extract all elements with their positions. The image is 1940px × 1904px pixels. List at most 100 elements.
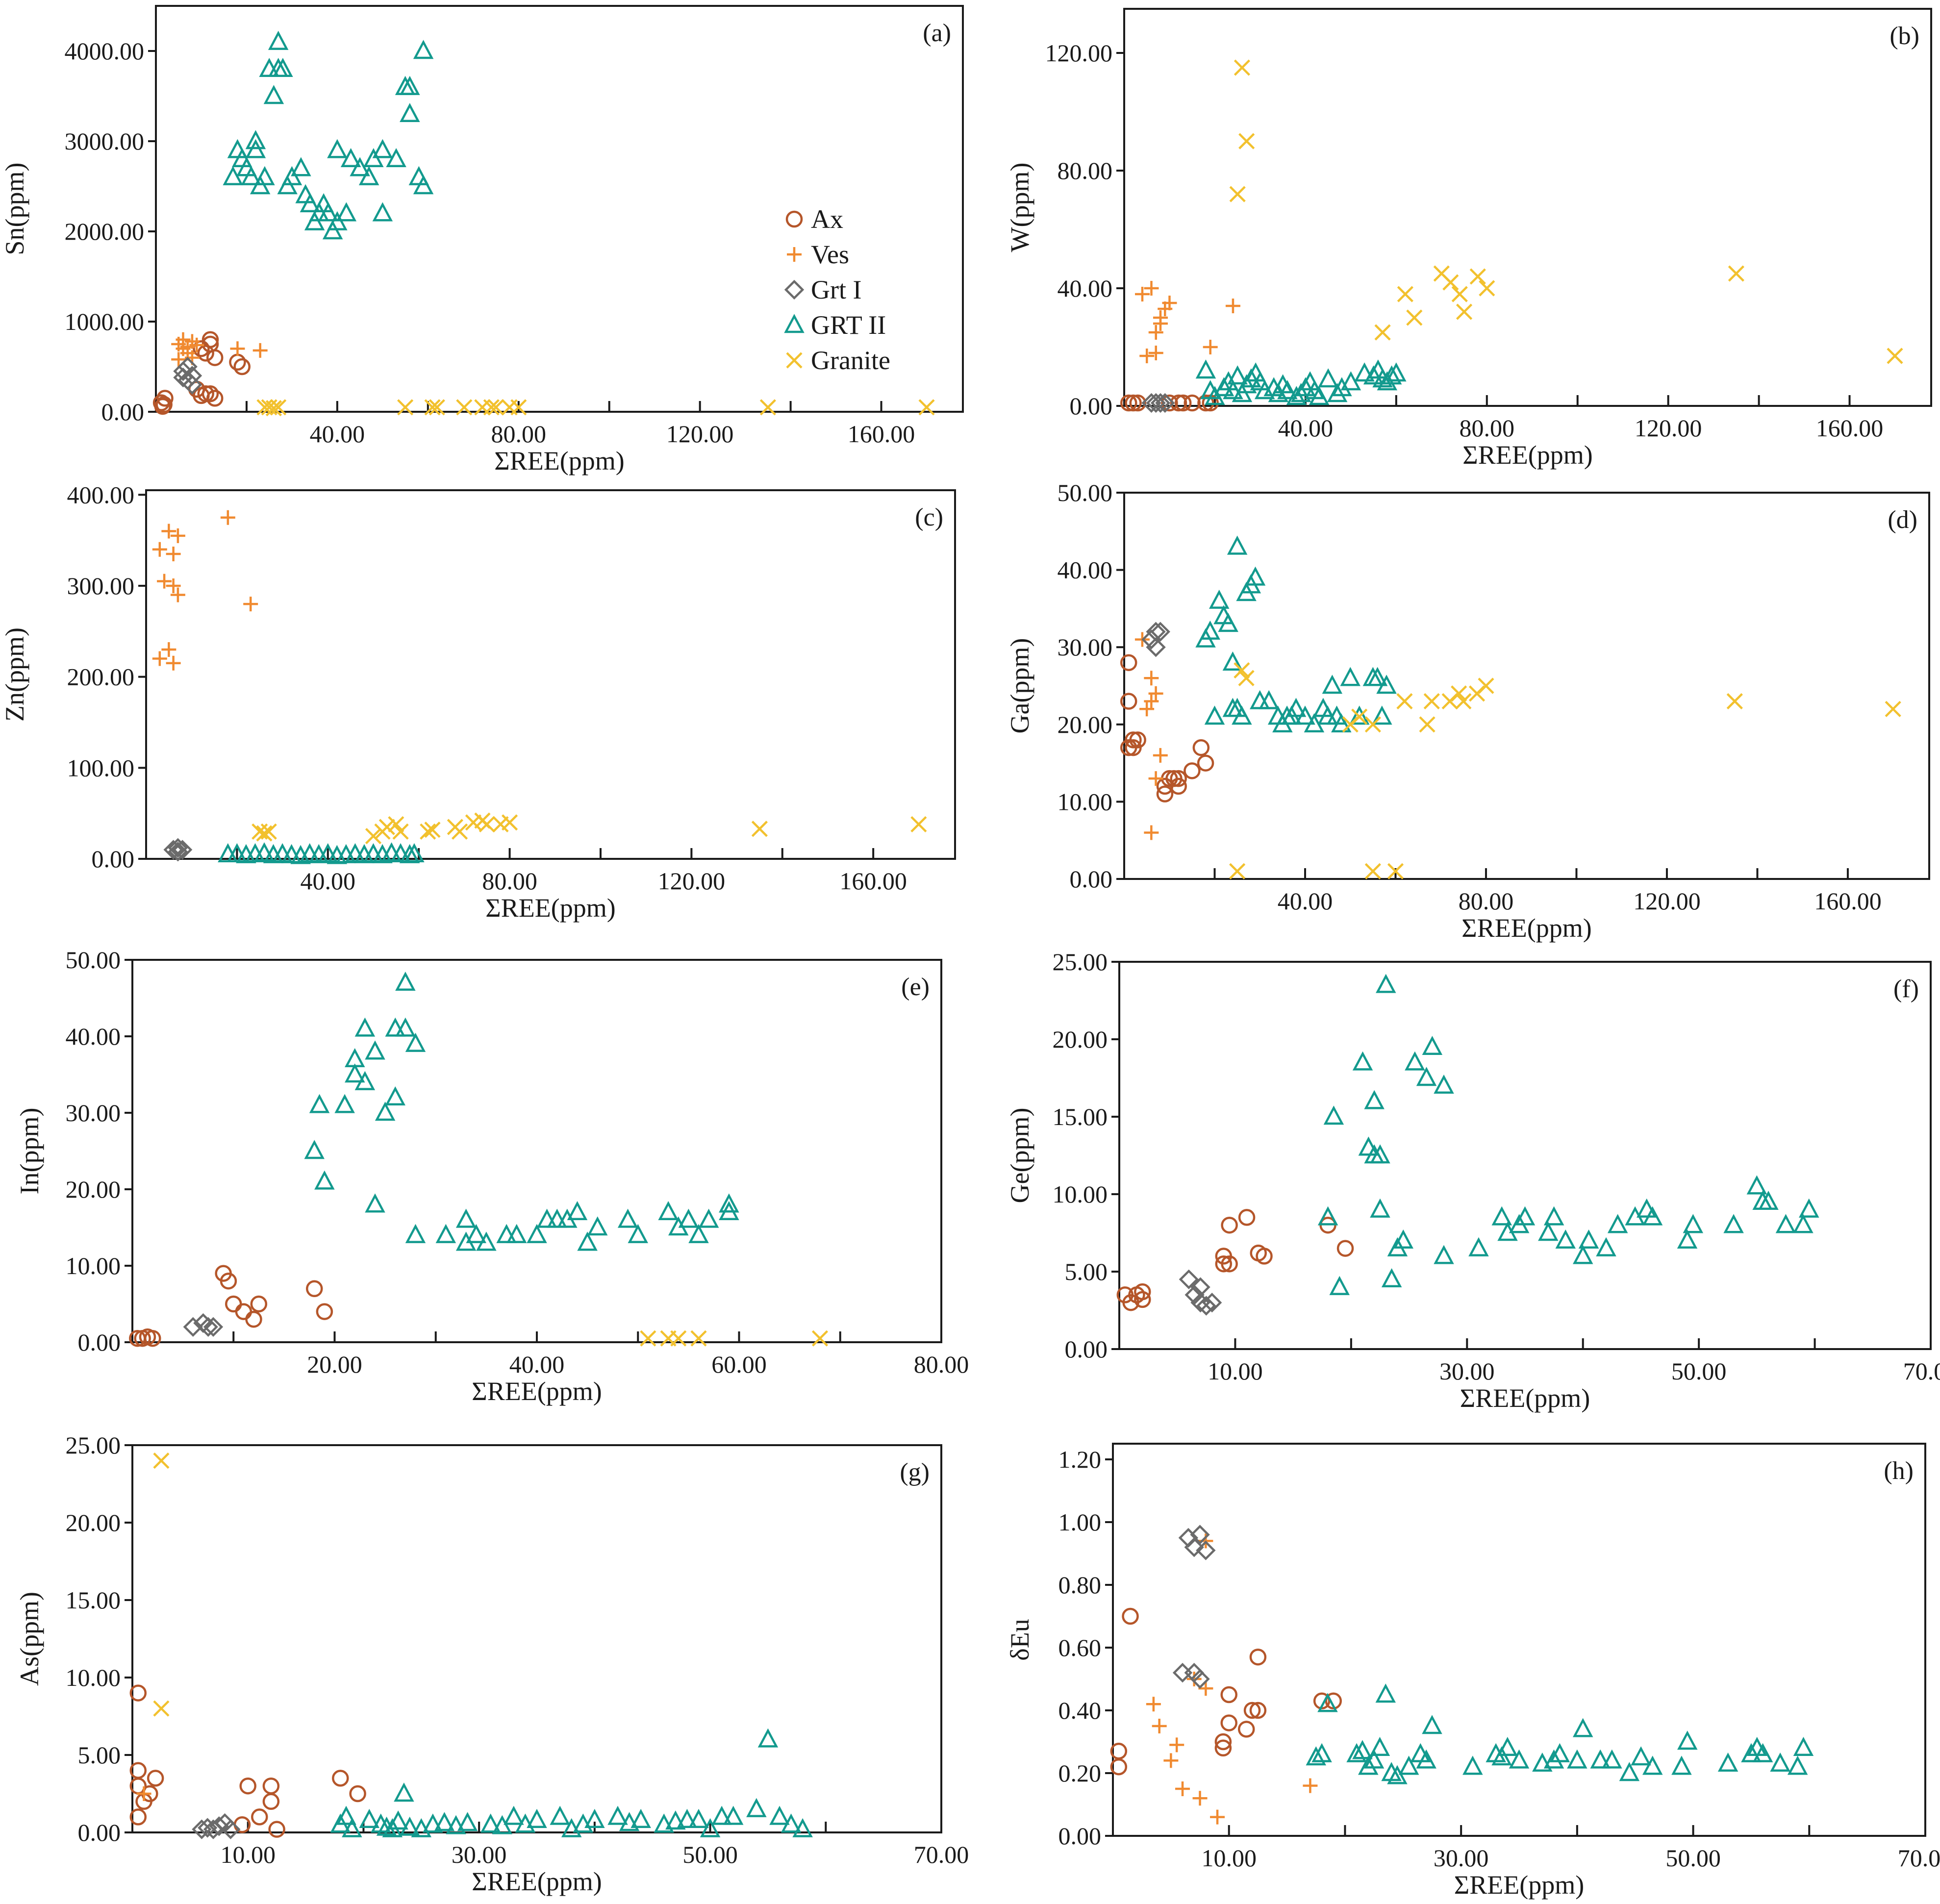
data-point	[1190, 1525, 1210, 1545]
data-point	[262, 1793, 280, 1810]
data-point	[1329, 1276, 1350, 1295]
data-point	[1381, 1268, 1402, 1288]
data-point	[1184, 394, 1201, 412]
y-tick-label: 80.00	[1058, 157, 1113, 184]
data-point	[340, 148, 361, 168]
data-point	[1146, 1697, 1161, 1712]
data-point	[1303, 1778, 1318, 1793]
data-point	[400, 103, 420, 123]
data-point	[154, 398, 172, 415]
x-tick-label: 10.00	[220, 1841, 276, 1868]
data-point	[363, 148, 384, 168]
data-point	[1532, 1753, 1553, 1772]
data-point	[1237, 1721, 1255, 1738]
data-point	[1381, 365, 1402, 385]
data-point	[183, 1317, 203, 1337]
series-ax	[152, 331, 251, 415]
data-point	[1197, 754, 1214, 772]
data-point	[1144, 671, 1159, 686]
data-point	[251, 1808, 268, 1826]
data-point	[193, 340, 210, 357]
data-point	[1549, 1743, 1570, 1762]
data-point	[202, 331, 219, 349]
data-point	[420, 823, 436, 840]
legend-marker	[784, 279, 805, 300]
data-point	[1462, 1755, 1483, 1775]
chart-panel-b: 40.00 80.00 120.00 160.00 0.00 40.00 80.00 120.…	[1005, 8, 1932, 470]
data-point	[153, 1700, 170, 1717]
data-point	[392, 823, 409, 840]
data-point	[1218, 613, 1238, 632]
data-point	[501, 814, 518, 831]
data-point	[1416, 1067, 1437, 1086]
data-point	[413, 40, 434, 59]
data-point	[1455, 693, 1472, 710]
data-point	[1352, 1051, 1373, 1071]
data-point	[1227, 535, 1248, 555]
data-point	[1442, 274, 1459, 291]
panel-label: (h)	[1884, 1457, 1914, 1485]
data-point	[678, 1208, 699, 1228]
data-point	[428, 399, 445, 416]
data-point	[1295, 705, 1315, 725]
data-point	[220, 1272, 237, 1290]
data-point	[1456, 303, 1473, 320]
y-tick-label: 1000.00	[65, 308, 145, 335]
data-point	[245, 1310, 262, 1328]
data-point	[567, 1201, 588, 1221]
data-point	[918, 399, 935, 416]
y-tick-label: 2000.00	[65, 218, 145, 245]
data-point	[1364, 1090, 1385, 1109]
data-point	[434, 1812, 455, 1831]
data-point	[1134, 287, 1150, 301]
series-granite	[1229, 662, 1901, 879]
data-point	[372, 202, 393, 222]
y-axis-label: Ga(ppm)	[1005, 638, 1034, 734]
y-tick-label: 0.60	[1058, 1634, 1102, 1661]
data-point	[230, 341, 245, 356]
x-axis-label: ΣREE(ppm)	[485, 893, 615, 923]
data-point	[1642, 1206, 1663, 1226]
legend-label: Grt I	[811, 275, 861, 304]
data-point	[1161, 394, 1178, 412]
y-tick-label: 0.00	[92, 845, 135, 873]
data-point	[1364, 863, 1381, 879]
legend-label: Granite	[811, 346, 890, 375]
x-tick-label: 40.00	[1278, 414, 1334, 442]
data-point	[690, 1330, 707, 1347]
data-point	[1134, 1291, 1151, 1308]
y-tick-label: 0.80	[1058, 1571, 1102, 1599]
data-point	[1198, 1681, 1213, 1696]
data-point	[254, 842, 275, 862]
data-point	[163, 840, 183, 860]
x-tick-label: 30.00	[1439, 1357, 1495, 1385]
data-point	[677, 1808, 698, 1828]
y-axis-label: In(ppm)	[15, 1108, 44, 1195]
data-point	[527, 1224, 547, 1243]
data-point	[640, 1330, 656, 1347]
data-point	[1277, 380, 1298, 400]
x-tick-label: 20.00	[307, 1351, 362, 1378]
panel-label: (d)	[1888, 506, 1917, 534]
data-point	[1398, 1755, 1419, 1775]
data-point	[365, 827, 382, 845]
data-point	[334, 1094, 355, 1113]
data-point	[536, 1208, 557, 1228]
data-point	[245, 139, 266, 158]
data-point	[1358, 1136, 1379, 1156]
data-point	[1234, 662, 1250, 679]
data-point	[455, 1208, 477, 1228]
data-point	[152, 542, 167, 557]
data-point	[1419, 716, 1436, 733]
data-point	[1150, 622, 1170, 642]
data-point	[350, 157, 370, 176]
x-tick-label: 40.00	[1278, 887, 1333, 915]
data-point	[359, 1808, 379, 1828]
data-point	[172, 840, 193, 860]
data-point	[1607, 1214, 1628, 1233]
data-point	[1184, 1285, 1205, 1305]
data-point	[342, 1818, 362, 1837]
chart-panel-h: 10.00 30.00 50.00 70.00 0.00 0.20 0.40 0.60 0.80…	[1005, 1443, 1940, 1900]
data-point	[241, 166, 261, 185]
chart-panel-a: 40.00 80.00 120.00 160.00 0.00 1000.00 2000.00…	[0, 5, 964, 476]
